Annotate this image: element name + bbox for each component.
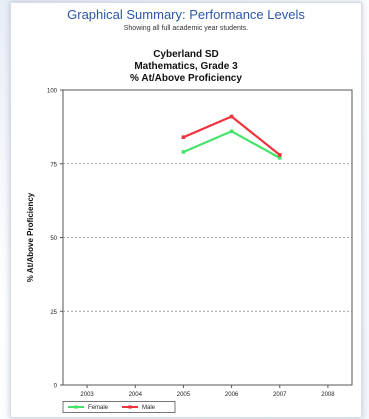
data-point-female xyxy=(181,150,186,154)
x-tick-label: 2004 xyxy=(129,392,143,398)
line-chart: 0 25 50 75 100 2003 2004 2005 2006 2007 2008 % At/A… xyxy=(26,89,353,413)
report-subtitle: Showing all full academic year students. xyxy=(123,25,249,32)
legend-label-female: Female xyxy=(88,405,109,411)
x-tick-label: 2008 xyxy=(321,392,335,398)
x-tick-label: 2005 xyxy=(177,392,191,398)
x-tick-label: 2006 xyxy=(225,392,239,398)
y-tick-label: 50 xyxy=(50,236,57,242)
legend-marker-male xyxy=(128,405,132,409)
report-title: Graphical Summary: Performance Levels xyxy=(67,7,305,22)
legend-label-male: Male xyxy=(142,405,156,411)
chart-title-line-2: Mathematics, Grade 3 xyxy=(134,61,238,72)
legend-box xyxy=(62,401,176,413)
y-tick-label: 25 xyxy=(50,310,57,316)
y-tick-label: 75 xyxy=(50,162,57,168)
x-tick-label: 2007 xyxy=(273,392,287,398)
report-card: Graphical Summary: Performance Levels Sh… xyxy=(10,2,362,418)
y-tick-label: 0 xyxy=(54,384,58,390)
data-point-male xyxy=(229,114,234,119)
y-axis-label: % At/Above Proficiency xyxy=(26,192,35,282)
chart-title-line-3: % At/Above Proficiency xyxy=(130,73,242,84)
x-tick-label: 2003 xyxy=(80,392,94,398)
data-point-female xyxy=(277,156,282,160)
chart-title-line-1: Cyberland SD xyxy=(153,49,219,60)
y-tick-label: 100 xyxy=(47,89,58,95)
data-point-male xyxy=(181,135,186,139)
data-point-male xyxy=(277,153,282,157)
legend-marker-female xyxy=(74,405,78,409)
data-point-female xyxy=(229,129,234,134)
